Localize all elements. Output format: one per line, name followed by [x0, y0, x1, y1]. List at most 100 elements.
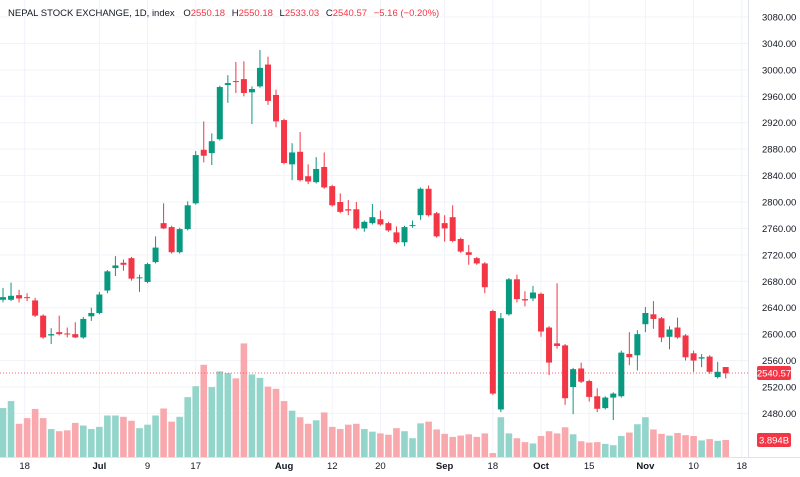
- candle-down: [393, 232, 400, 243]
- time-tick-label: 18: [488, 461, 499, 472]
- volume-bar: [425, 421, 432, 457]
- volume-bar: [489, 453, 497, 457]
- candle-up: [642, 312, 649, 325]
- candle-up: [184, 205, 191, 230]
- time-tick-label: 18: [736, 461, 747, 472]
- candle-up: [634, 334, 641, 356]
- volume-badge: [757, 433, 791, 447]
- volume-bar: [465, 434, 473, 457]
- volume-bar: [473, 436, 481, 457]
- candle-up: [361, 221, 368, 229]
- candle-down: [674, 327, 681, 338]
- candle-up: [8, 295, 15, 300]
- volume-bar: [417, 423, 424, 457]
- volume-bar: [658, 433, 665, 457]
- volume-bar: [569, 434, 577, 457]
- price-tick-label: 2720.00: [762, 250, 796, 261]
- time-tick-label: 12: [327, 461, 338, 472]
- candle-down: [353, 209, 360, 229]
- time-tick-label: Aug: [275, 461, 294, 472]
- volume-bar: [128, 420, 135, 457]
- candle-down: [441, 223, 448, 229]
- candle-up: [216, 87, 223, 140]
- volume-bar: [650, 429, 657, 457]
- volume-bar: [441, 433, 448, 457]
- volume-bar: [232, 378, 240, 457]
- volume-bar: [216, 371, 224, 457]
- last-price-badge: [757, 366, 791, 380]
- candle-down: [658, 318, 665, 338]
- time-axis[interactable]: 18 Jul 9 17 Aug 12 20 Sep 18 Oct 15 Nov 10 18: [19, 461, 747, 472]
- candle-down: [650, 314, 657, 319]
- volume-bar: [47, 429, 55, 457]
- volume-bar: [409, 438, 416, 457]
- volume-bar: [698, 440, 705, 457]
- volume-bar: [71, 422, 79, 457]
- price-tick-label: 2880.00: [762, 145, 796, 156]
- candle-down: [345, 209, 352, 211]
- volume-label: 3.894B: [759, 436, 789, 447]
- candle-down: [337, 201, 344, 212]
- candle-down: [578, 368, 585, 382]
- volume-bar: [585, 442, 593, 457]
- candle-down: [546, 327, 553, 363]
- candle-down: [513, 279, 520, 300]
- candle-down: [521, 299, 528, 301]
- candle-down: [264, 64, 271, 101]
- candle-down: [554, 343, 561, 347]
- volume-bar: [55, 431, 63, 457]
- price-axis[interactable]: 3080.00 3040.00 3000.00 2960.00 2920.00 2880.…: [762, 13, 796, 420]
- volume-bar: [104, 415, 111, 457]
- legend: NEPAL STOCK EXCHANGE, 1D, index O2550.18…: [8, 8, 439, 19]
- volume-bar: [328, 426, 336, 457]
- candle-up: [88, 312, 95, 317]
- volume-bar: [80, 425, 87, 457]
- candle-up: [152, 247, 159, 263]
- volume-bar: [23, 418, 31, 457]
- change-value: −5.16 (−0.20%): [374, 8, 440, 19]
- volume-bar: [714, 440, 721, 457]
- candle-down: [706, 356, 713, 372]
- price-tick-label: 2840.00: [762, 171, 796, 182]
- volume-bar: [240, 343, 248, 457]
- candle-up: [369, 217, 376, 224]
- volume-bar: [393, 428, 400, 457]
- volume-bar: [682, 435, 689, 457]
- price-tick-label: 2600.00: [762, 330, 796, 341]
- candle-down: [64, 333, 71, 335]
- candle-down: [682, 335, 689, 358]
- volume-bar: [521, 442, 529, 457]
- volume-bar: [690, 436, 697, 457]
- candle-up: [497, 318, 504, 410]
- open-label: O: [183, 8, 190, 19]
- candle-down: [722, 367, 729, 374]
- volume-bar: [320, 412, 328, 457]
- price-tick-label: 2560.00: [762, 356, 796, 367]
- grid-lines: [0, 0, 748, 457]
- candle-up: [698, 357, 705, 359]
- volume-bar: [618, 436, 625, 457]
- high-label: H: [232, 8, 239, 19]
- time-tick-label: Jul: [92, 461, 106, 472]
- volume-bar: [176, 416, 183, 457]
- volume-bar: [264, 386, 272, 457]
- candle-up: [618, 352, 625, 397]
- volume-bar: [304, 423, 312, 457]
- price-tick-label: 2640.00: [762, 303, 796, 314]
- candle-down: [273, 94, 280, 122]
- candle-down: [594, 396, 601, 409]
- candle-down: [305, 176, 312, 182]
- time-tick-label: 20: [375, 461, 386, 472]
- price-axis-background[interactable]: [748, 0, 800, 457]
- volume-bar: [88, 429, 95, 457]
- candle-up: [224, 83, 231, 86]
- volume-bar: [272, 388, 280, 457]
- candle-down: [200, 149, 207, 156]
- volume-bar: [192, 386, 200, 457]
- volume-bar: [433, 429, 440, 457]
- volume-bar: [529, 443, 537, 457]
- candle-up: [570, 369, 577, 387]
- candle-down: [385, 223, 392, 231]
- candle-down: [449, 217, 456, 241]
